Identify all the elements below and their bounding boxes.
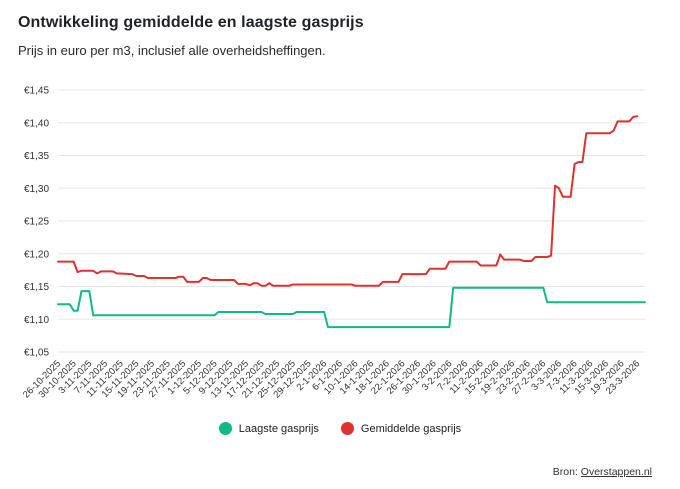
y-tick-label: €1,35 [24,151,49,162]
legend-swatch-laagste [218,422,232,435]
y-tick-label: €1,30 [24,184,49,195]
series-line-gemiddelde [57,115,639,287]
y-tick-label: €1,15 [24,282,49,293]
y-tick-label: €1,45 [24,86,49,97]
legend-item-gemiddelde[interactable]: Gemiddelde gasprijs [340,422,462,435]
y-tick-label: €1,40 [24,118,49,129]
source-credit: Bron: Overstappen.nl [553,466,652,478]
source-label: Bron: [552,466,578,478]
legend-label-gemiddelde: Gemiddelde gasprijs [360,422,462,435]
legend-label-laagste: Laagste gasprijs [238,422,319,435]
legend-swatch-gemiddelde [340,422,354,435]
y-tick-label: €1,25 [24,217,49,228]
chart-subtitle: Prijs in euro per m3, inclusief alle ove… [18,43,326,58]
chart-title: Ontwikkeling gemiddelde en laagste gaspr… [18,14,364,31]
y-tick-label: €1,10 [24,315,49,326]
source-link[interactable]: Overstappen.nl [580,466,652,478]
y-tick-label: €1,05 [24,348,49,359]
legend-item-laagste[interactable]: Laagste gasprijs [218,422,319,435]
y-tick-label: €1,20 [24,249,49,260]
series-line-laagste [57,286,646,329]
chart-legend: Laagste gasprijs Gemiddelde gasprijs [0,422,680,435]
